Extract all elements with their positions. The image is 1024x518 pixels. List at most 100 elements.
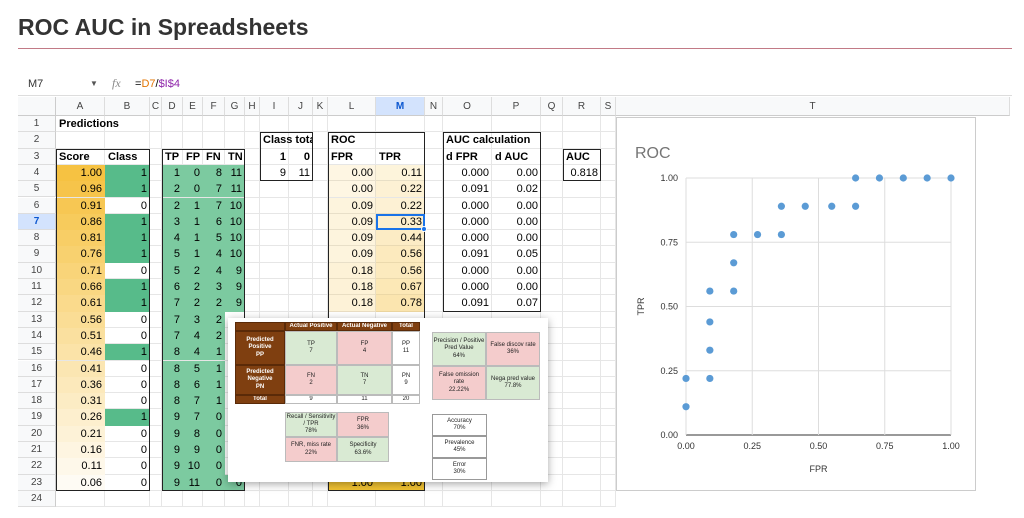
roc-cell[interactable]: 0.09 <box>328 230 376 247</box>
class-cell[interactable]: 0 <box>140 362 147 375</box>
roc-cell[interactable]: 0.78 <box>376 295 425 312</box>
table-title[interactable]: ROC <box>331 134 356 147</box>
count-cell[interactable]: 8 <box>162 360 183 377</box>
count-cell[interactable]: 7 <box>183 393 203 410</box>
class-cell[interactable]: 1 <box>105 213 150 231</box>
fill-handle[interactable] <box>421 226 427 233</box>
count-cell[interactable]: 9 <box>162 442 183 459</box>
count-cell[interactable]: 9 <box>162 409 183 426</box>
score-cell[interactable]: 0.31 <box>56 393 105 410</box>
dauc-cell[interactable]: 0.00 <box>516 264 538 277</box>
count-cell[interactable]: 0 <box>203 458 225 475</box>
column-title[interactable]: 0 <box>303 150 310 163</box>
dfpr-cell[interactable]: 0.000 <box>461 166 489 179</box>
count-cell[interactable]: 9 <box>183 442 203 459</box>
row-header[interactable]: 5 <box>18 181 56 198</box>
dfpr-cell[interactable]: 0.091 <box>461 297 489 310</box>
dauc-cell[interactable]: 0.00 <box>516 166 538 179</box>
count-cell[interactable]: 1 <box>183 213 203 231</box>
dauc-cell[interactable]: 0.07 <box>516 297 538 310</box>
dauc-cell[interactable]: 0.00 <box>516 215 538 228</box>
row-header[interactable]: 20 <box>18 425 56 442</box>
popup[interactable]: Actual Positive Actual Negative Total Predi… <box>228 318 548 482</box>
score-cell[interactable]: 0.46 <box>56 344 105 361</box>
count-cell[interactable]: 8 <box>162 393 183 410</box>
count-cell[interactable]: 1 <box>183 246 203 263</box>
column-header[interactable]: K <box>313 97 328 116</box>
count-cell[interactable]: 6 <box>203 213 225 231</box>
column-header[interactable]: I <box>260 97 289 116</box>
class-cell[interactable]: 1 <box>105 409 150 426</box>
column-title[interactable]: TPR <box>379 150 401 163</box>
row-header[interactable]: 7 <box>18 213 56 231</box>
column-title[interactable]: AUC <box>566 150 590 163</box>
class-cell[interactable]: 0 <box>140 395 147 408</box>
roc-cell[interactable]: 0.09 <box>328 246 376 263</box>
count-cell[interactable]: 3 <box>183 311 203 328</box>
column-title[interactable]: Class <box>108 150 138 163</box>
column-header[interactable]: A <box>56 97 105 116</box>
count-cell[interactable]: 2 <box>203 327 225 345</box>
score-cell[interactable]: 0.51 <box>56 327 105 345</box>
column-header[interactable]: S <box>601 97 616 116</box>
roc-cell[interactable]: 0.11 <box>376 164 425 182</box>
column-header[interactable]: C <box>150 97 162 116</box>
row-header[interactable]: 17 <box>18 376 56 394</box>
roc-cell[interactable]: 0.56 <box>376 246 425 263</box>
dfpr-cell[interactable]: 0.000 <box>461 215 489 228</box>
score-cell[interactable]: 0.26 <box>56 409 105 426</box>
roc-cell[interactable]: 0.56 <box>376 262 425 279</box>
dauc-cell[interactable]: 0.00 <box>516 281 538 293</box>
total-cell[interactable]: 11 <box>298 166 310 179</box>
dfpr-cell[interactable]: 0.000 <box>461 199 489 212</box>
column-header[interactable]: N <box>425 97 443 116</box>
row-header[interactable]: 9 <box>18 246 56 263</box>
count-cell[interactable]: 5 <box>162 246 183 263</box>
score-cell[interactable]: 0.06 <box>56 474 105 491</box>
row-header[interactable]: 3 <box>18 148 56 165</box>
class-cell[interactable]: 0 <box>140 378 147 391</box>
count-cell[interactable]: 9 <box>162 474 183 491</box>
score-cell[interactable]: 0.11 <box>56 458 105 475</box>
table-title[interactable]: Class total <box>263 134 313 147</box>
row-header[interactable]: 24 <box>18 490 56 508</box>
class-cell[interactable]: 0 <box>140 444 147 456</box>
class-cell[interactable]: 1 <box>105 181 150 198</box>
count-cell[interactable]: 0 <box>183 164 203 182</box>
column-title[interactable]: Score <box>59 150 90 163</box>
column-title[interactable]: TN <box>228 150 243 163</box>
column-title[interactable]: d FPR <box>446 150 478 163</box>
score-cell[interactable]: 0.56 <box>56 311 105 328</box>
score-cell[interactable]: 0.36 <box>56 376 105 394</box>
dfpr-cell[interactable]: 0.091 <box>461 183 489 196</box>
selected-cell[interactable] <box>376 213 425 231</box>
score-cell[interactable]: 0.16 <box>56 442 105 459</box>
name-box[interactable]: M7 <box>28 78 44 90</box>
table-title[interactable]: Predictions <box>59 118 119 130</box>
row-header[interactable]: 4 <box>18 164 56 182</box>
row-header[interactable]: 15 <box>18 344 56 361</box>
class-cell[interactable]: 0 <box>140 476 147 489</box>
count-cell[interactable]: 2 <box>203 311 225 328</box>
dfpr-cell[interactable]: 0.000 <box>461 232 489 245</box>
count-cell[interactable]: 4 <box>162 230 183 247</box>
total-cell[interactable]: 9 <box>279 166 286 179</box>
count-cell[interactable]: 8 <box>203 164 225 182</box>
auc-cell[interactable]: 0.818 <box>570 166 598 179</box>
dfpr-cell[interactable]: 0.000 <box>461 281 489 293</box>
count-cell[interactable]: 10 <box>225 213 245 231</box>
count-cell[interactable]: 7 <box>162 327 183 345</box>
count-cell[interactable]: 4 <box>183 344 203 361</box>
count-cell[interactable]: 9 <box>225 262 245 279</box>
column-header[interactable]: B <box>105 97 150 116</box>
class-cell[interactable]: 1 <box>105 279 150 296</box>
column-title[interactable]: FP <box>186 150 201 163</box>
class-cell[interactable]: 1 <box>105 164 150 182</box>
count-cell[interactable]: 10 <box>225 197 245 214</box>
column-header[interactable]: D <box>162 97 183 116</box>
count-cell[interactable]: 4 <box>183 327 203 345</box>
count-cell[interactable]: 0 <box>183 181 203 198</box>
row-header[interactable]: 10 <box>18 262 56 279</box>
column-header[interactable]: E <box>183 97 203 116</box>
formula[interactable]: =D7/$I$4 <box>135 78 180 90</box>
